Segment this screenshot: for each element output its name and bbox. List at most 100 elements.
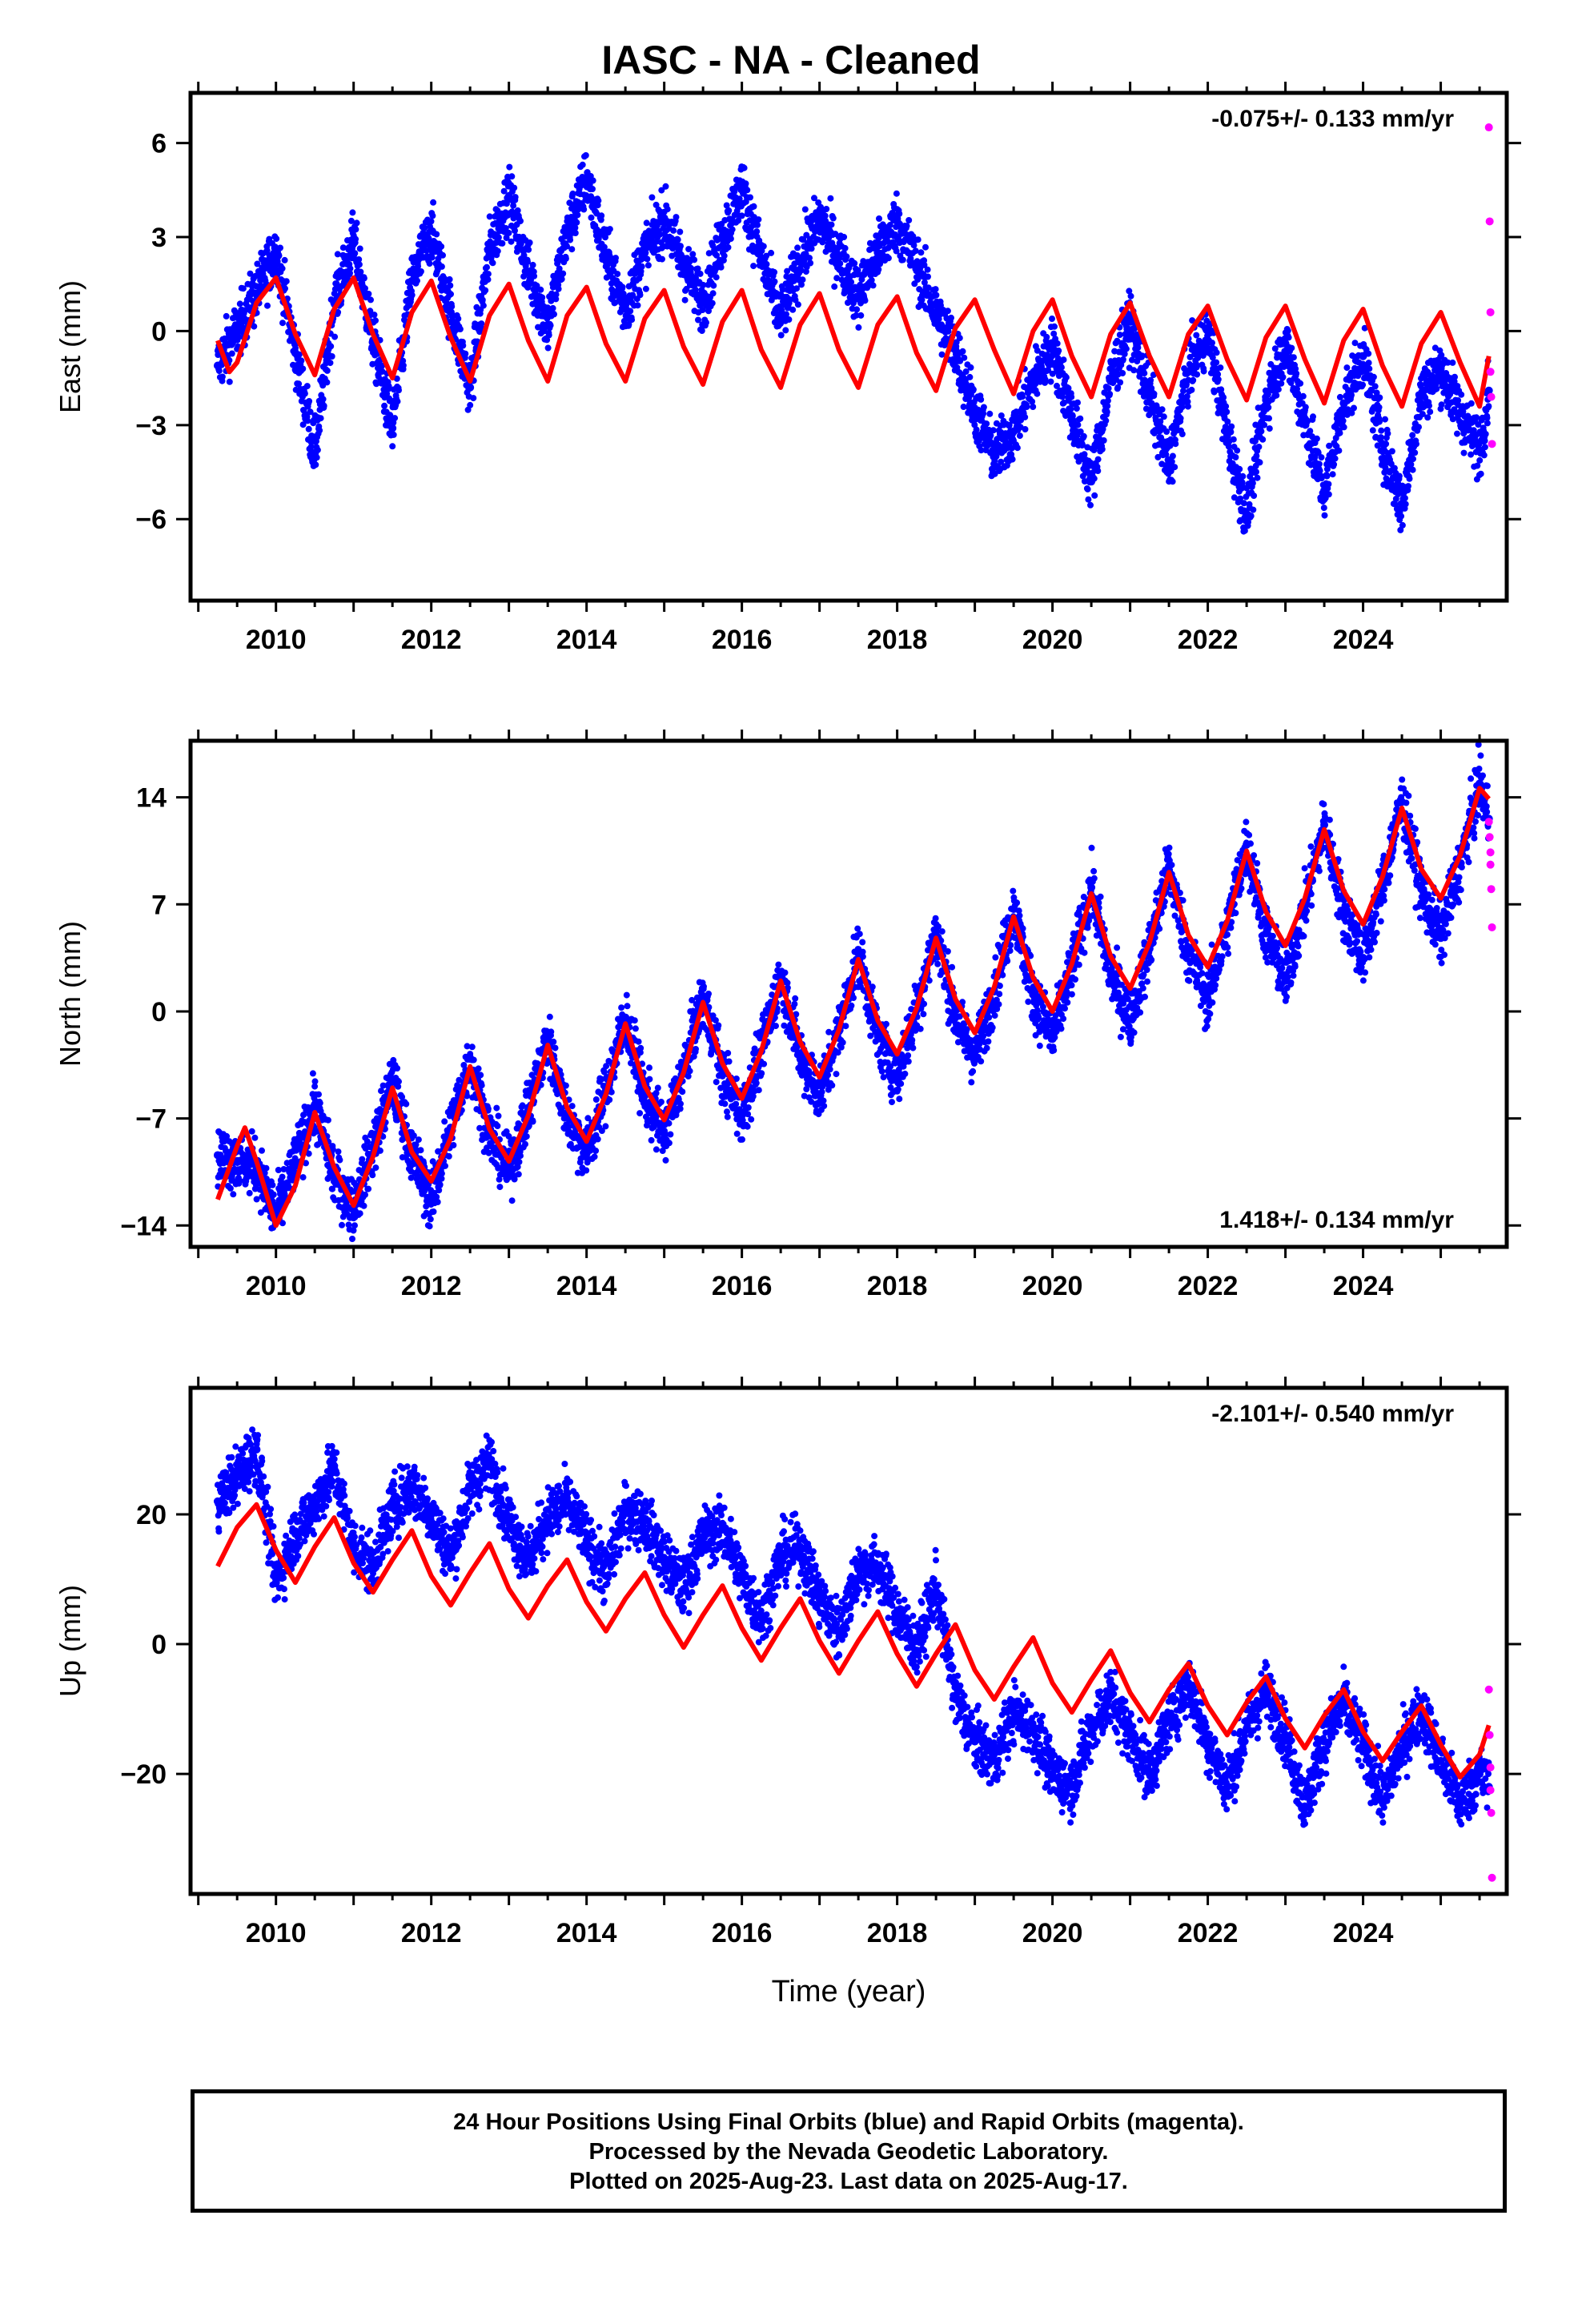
north-x-tick-label: 2012 [401,1271,462,1301]
north-rapid-orbit-point [1486,848,1495,857]
east-final-orbit-point [601,251,610,260]
up-final-orbit-point [854,1565,863,1574]
east-y-tick-label: −3 [135,411,167,441]
east-frame [188,90,1509,603]
footer-line-3: Plotted on 2025-Aug-23. Last data on 202… [569,2169,1128,2194]
figure-title: IASC - NA - Cleaned [601,38,981,82]
up-final-orbit-point [1126,1731,1134,1739]
up-final-orbit-point [368,1562,377,1570]
east-final-orbit-point [777,314,785,323]
east-final-orbit-point [524,267,532,276]
north-final-orbit-point [1417,885,1426,894]
north-y-tick-label: 14 [136,783,167,814]
east-final-orbit-point [1456,408,1464,417]
up-x-tick-label: 2012 [401,1918,462,1948]
north-final-orbit-point [777,971,785,979]
north-final-orbit-point [1029,990,1038,999]
east-final-orbit-point [582,173,591,182]
up-y-tick-label: −20 [120,1759,167,1790]
north-final-orbit-point [1184,949,1193,958]
up-final-orbit-point [757,1614,765,1622]
up-final-orbit-point [504,1517,513,1526]
east-final-orbit-point [1378,440,1387,448]
up-rapid-orbit-point [1487,1808,1496,1817]
up-final-orbit-point [796,1542,805,1551]
north-final-orbit-point [1126,1015,1134,1023]
up-final-orbit-point [349,1542,358,1551]
up-final-orbit-point [485,1458,494,1467]
north-final-orbit-points [214,741,1492,1242]
up-final-orbit-point [737,1571,746,1580]
east-final-orbit-point [1300,415,1309,424]
up-final-orbit-point [427,1510,436,1518]
up-final-orbit-point [699,1533,708,1542]
east-model-fit-line [215,275,1492,409]
north-final-orbit-point [311,1100,319,1109]
east-rapid-orbit-point [1486,308,1495,316]
up-final-orbit-point [1476,1770,1484,1779]
north-final-orbit-point [621,1013,630,1022]
north-final-orbit-point [1476,779,1484,788]
up-final-orbit-point [388,1503,397,1512]
north-rapid-orbit-point [1488,923,1496,931]
up-final-orbit-point [1145,1770,1154,1779]
north-model-fit-line [215,786,1491,1228]
east-x-tick-label: 2020 [1022,625,1083,655]
up-final-orbit-points [214,1426,1492,1828]
north-final-orbit-point [796,1051,805,1060]
up-final-orbit-point [1436,1756,1445,1765]
up-final-orbit-point [1029,1724,1038,1733]
north-x-tick-label: 2010 [246,1271,307,1301]
east-final-orbit-point [213,361,222,370]
north-y-tick-label: −7 [135,1104,167,1135]
north-final-orbit-point [427,1196,436,1205]
east-rapid-orbit-point [1487,392,1496,401]
up-data-layer [213,1426,1496,1882]
north-final-orbit-point [504,1168,513,1176]
up-final-orbit-point [1243,1724,1251,1733]
footer-box: 24 Hour Positions Using Final Orbits (bl… [191,2089,1507,2213]
east-final-orbit-point [660,214,669,223]
up-final-orbit-point [446,1552,455,1561]
up-rapid-orbit-point [1485,1731,1494,1739]
up-final-orbit-point [660,1555,669,1564]
up-model-fit-line [215,1502,1492,1780]
east-final-orbit-point [504,192,513,201]
up-y-axis-label: Up (mm) [54,1585,86,1697]
east-final-orbit-point [873,248,882,257]
up-x-tick-label: 2014 [556,1918,617,1948]
up-final-orbit-point [1067,1783,1076,1791]
up-final-orbit-point [1048,1770,1057,1779]
up-rapid-orbit-point [1488,1873,1496,1882]
north-final-orbit-point [1165,862,1174,870]
north-x-tick-label: 2020 [1022,1271,1083,1301]
north-final-orbit-point [1048,1035,1057,1043]
east-final-orbit-point [912,261,921,270]
up-final-orbit-point [311,1500,319,1509]
up-final-orbit-point [815,1594,824,1603]
up-x-tick-label: 2020 [1022,1918,1083,1948]
north-final-orbit-point [1203,995,1212,1003]
north-x-tick-label: 2022 [1178,1271,1239,1301]
north-x-tick-label: 2014 [556,1271,617,1301]
up-final-orbit-point [873,1562,882,1570]
east-final-orbit-point [252,289,261,298]
north-final-orbit-point [1106,971,1115,979]
east-final-orbit-point [1243,512,1251,521]
north-final-orbit-point [1281,976,1290,985]
up-final-orbit-point [252,1445,261,1454]
up-final-orbit-point [893,1607,901,1616]
north-final-orbit-point [213,1151,222,1160]
east-final-orbit-point [1359,352,1367,360]
north-frame [188,738,1509,1249]
up-final-orbit-point [1165,1718,1174,1727]
north-final-orbit-point [1243,840,1251,849]
up-frame [188,1385,1509,1896]
up-rapid-orbit-point [1486,1786,1495,1795]
east-final-orbit-point [408,276,416,285]
east-final-orbit-point [291,348,299,357]
up-final-orbit-point [640,1517,649,1526]
north-y-tick-label: 7 [151,890,167,920]
east-rate-label: -0.075+/- 0.133 mm/yr [1211,106,1454,132]
